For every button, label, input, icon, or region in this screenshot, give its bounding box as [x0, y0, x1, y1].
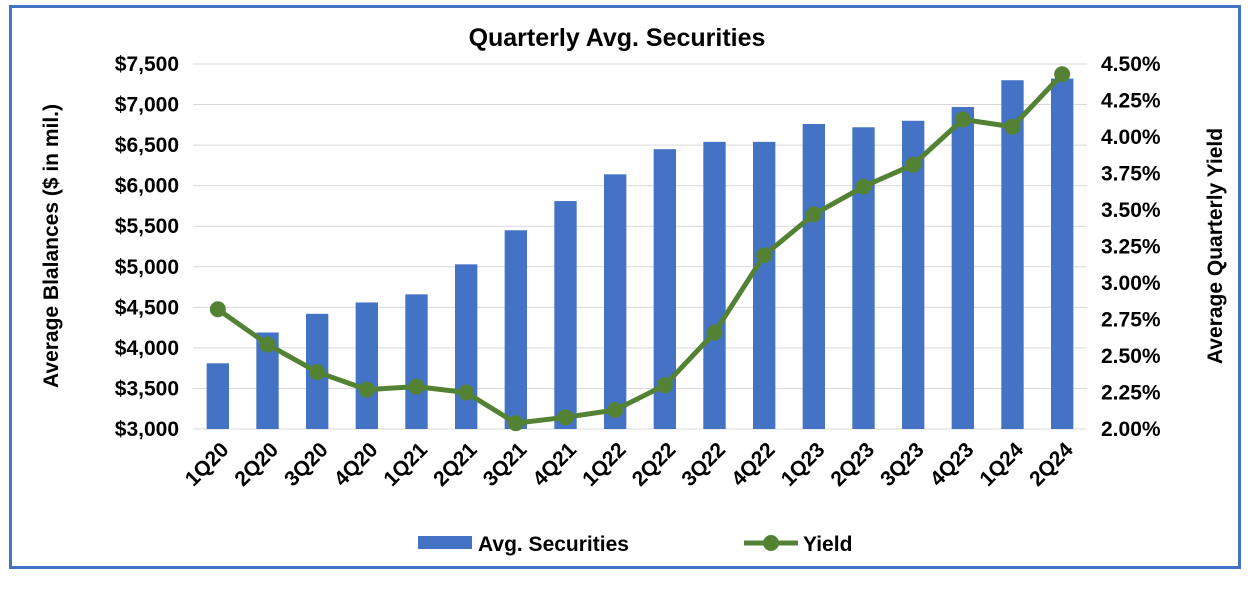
- left-tick-label: $3,500: [115, 377, 179, 400]
- yield-point-4Q23: [954, 111, 971, 128]
- yield-point-4Q22: [756, 247, 773, 264]
- yield-point-1Q21: [408, 378, 425, 395]
- bar-2Q23: [852, 127, 875, 430]
- right-axis-ticks: 2.00% 2.25% 2.50% 2.75% 3.00% 3.25% 3.50% 3.75%…: [1101, 53, 1161, 441]
- right-tick-label: 2.25%: [1101, 382, 1161, 405]
- right-tick-label: 2.75%: [1101, 309, 1161, 332]
- bar-2Q24: [1050, 78, 1074, 429]
- bar-1Q23: [802, 124, 826, 430]
- x-tick-label: 1Q21: [379, 438, 432, 491]
- x-tick-label: 4Q22: [727, 438, 780, 491]
- left-axis-ticks: $3,000 $3,500 $4,000 $4,500 $5,000 $5,500 $6,0…: [115, 53, 179, 441]
- right-tick-label: 2.00%: [1101, 418, 1161, 441]
- x-tick-label: 2Q20: [230, 438, 283, 491]
- bar-1Q21: [405, 294, 428, 429]
- right-tick-label: 4.00%: [1101, 126, 1161, 149]
- yield-point-2Q20: [259, 336, 276, 353]
- bar-4Q22: [752, 141, 776, 429]
- left-tick-label: $4,000: [115, 337, 179, 360]
- yield-line: [216, 72, 1064, 426]
- x-tick-label: 2Q22: [628, 438, 681, 491]
- x-tick-label: 3Q23: [876, 438, 929, 491]
- yield-point-3Q22: [706, 324, 723, 341]
- bar-1Q22: [603, 174, 627, 429]
- yield-point-3Q23: [905, 156, 922, 173]
- yield-point-4Q20: [358, 381, 375, 398]
- legend-swatch-avg-securities: [418, 536, 472, 549]
- bar-3Q21: [504, 230, 528, 429]
- x-tick-label: 1Q24: [975, 438, 1028, 491]
- right-tick-label: 3.00%: [1101, 272, 1161, 295]
- yield-point-4Q21: [557, 409, 574, 426]
- left-tick-label: $5,500: [115, 215, 179, 238]
- legend: Avg. Securities Yield: [418, 533, 852, 556]
- right-tick-label: 4.50%: [1101, 53, 1161, 76]
- line-series: [209, 66, 1071, 432]
- yield-point-3Q21: [507, 415, 524, 432]
- x-tick-label: 2Q23: [826, 438, 879, 491]
- left-tick-label: $7,000: [115, 94, 179, 117]
- bar-series: [206, 78, 1074, 430]
- x-tick-label: 1Q20: [181, 438, 234, 491]
- bar-2Q20: [256, 332, 279, 429]
- left-tick-label: $6,000: [115, 175, 179, 198]
- bar-3Q22: [703, 141, 726, 429]
- yield-point-2Q22: [656, 377, 673, 394]
- bar-2Q21: [454, 264, 478, 429]
- yield-point-1Q20: [209, 301, 226, 318]
- bar-4Q20: [355, 302, 379, 429]
- right-tick-label: 4.25%: [1101, 90, 1161, 113]
- legend-label-avg-securities: Avg. Securities: [478, 533, 629, 556]
- right-tick-label: 3.75%: [1101, 163, 1161, 186]
- x-tick-label: 4Q20: [330, 438, 383, 491]
- yield-point-2Q23: [855, 178, 872, 195]
- x-tick-label: 2Q24: [1025, 438, 1078, 491]
- yield-point-3Q20: [309, 364, 326, 381]
- bar-3Q23: [901, 120, 925, 430]
- right-tick-label: 3.25%: [1101, 236, 1161, 259]
- bar-2Q22: [653, 149, 677, 429]
- x-tick-label: 4Q23: [926, 438, 979, 491]
- right-tick-label: 2.50%: [1101, 345, 1161, 368]
- bar-4Q23: [951, 106, 975, 429]
- bar-1Q20: [206, 363, 230, 429]
- yield-point-1Q23: [805, 206, 822, 223]
- x-tick-label: 4Q21: [528, 438, 581, 491]
- legend-marker-yield: [763, 535, 779, 551]
- left-tick-label: $7,500: [115, 53, 179, 76]
- left-axis-title: Average Blalances ($ in mil.): [40, 104, 63, 388]
- x-tick-label: 1Q22: [578, 438, 631, 491]
- right-axis-title: Average Quarterly Yield: [1204, 128, 1227, 364]
- yield-point-2Q24: [1054, 66, 1071, 83]
- bar-4Q21: [554, 201, 577, 429]
- gridlines: [193, 63, 1087, 430]
- left-tick-label: $4,500: [115, 296, 179, 319]
- x-axis-ticks: 1Q202Q203Q204Q201Q212Q213Q214Q211Q222Q22…: [181, 438, 1078, 491]
- x-tick-label: 3Q22: [677, 438, 730, 491]
- x-tick-label: 2Q21: [429, 438, 482, 491]
- legend-label-yield: Yield: [803, 533, 852, 556]
- left-tick-label: $5,000: [115, 256, 179, 279]
- yield-point-1Q24: [1004, 118, 1021, 135]
- right-tick-label: 3.50%: [1101, 199, 1161, 222]
- chart-title: Quarterly Avg. Securities: [469, 24, 766, 52]
- left-tick-label: $6,500: [115, 134, 179, 157]
- yield-point-2Q21: [458, 384, 475, 401]
- bar-1Q24: [1001, 80, 1024, 429]
- x-tick-label: 3Q20: [280, 438, 333, 491]
- x-tick-label: 1Q23: [777, 438, 830, 491]
- x-tick-label: 3Q21: [479, 438, 532, 491]
- yield-point-1Q22: [607, 402, 624, 419]
- left-tick-label: $3,000: [115, 418, 179, 441]
